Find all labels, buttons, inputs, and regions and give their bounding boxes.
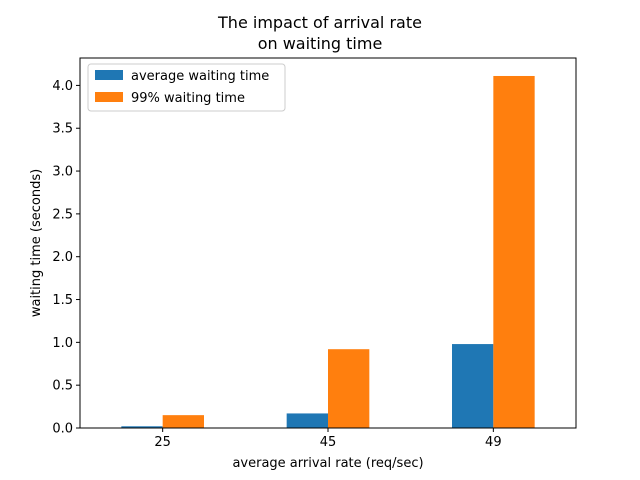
x-axis-ticks: 25 45 49 (154, 428, 502, 450)
bar-average-49 (452, 344, 494, 428)
bar-p99-49 (493, 75, 535, 428)
y-axis-label: waiting time (seconds) (29, 169, 44, 317)
legend-swatch-99 (95, 92, 123, 102)
y-tick-label: 0.5 (52, 379, 73, 394)
x-tick-label: 45 (320, 435, 337, 450)
y-tick-label: 2.0 (52, 250, 73, 265)
y-tick-label: 1.0 (52, 336, 73, 351)
y-tick-label: 3.5 (52, 122, 73, 137)
y-tick-label: 3.0 (52, 165, 73, 180)
x-tick-label: 49 (485, 435, 502, 450)
legend: average waiting time 99% waiting time (87, 63, 286, 112)
x-tick-label: 25 (154, 435, 171, 450)
legend-label-average: average waiting time (131, 69, 269, 84)
bar-p99-25 (162, 415, 204, 428)
bar-p99-45 (328, 349, 370, 428)
y-axis-ticks: 0.0 0.5 1.0 1.5 2.0 2.5 3.0 3.5 4.0 (52, 79, 80, 437)
legend-swatch-average (95, 70, 123, 80)
chart-title-line-2: on waiting time (258, 34, 383, 53)
bar-average-25 (121, 426, 163, 428)
bar-average-45 (286, 413, 328, 428)
legend-frame (87, 63, 286, 112)
chart-title-line-1: The impact of arrival rate (217, 13, 422, 32)
legend-label-99: 99% waiting time (131, 91, 245, 106)
y-tick-label: 1.5 (52, 293, 73, 308)
y-tick-label: 2.5 (52, 207, 73, 222)
bars-layer (121, 75, 535, 428)
x-axis-label: average arrival rate (req/sec) (232, 456, 423, 471)
y-tick-label: 4.0 (52, 79, 73, 94)
y-tick-label: 0.0 (52, 422, 73, 437)
plot-frame (79, 57, 577, 429)
